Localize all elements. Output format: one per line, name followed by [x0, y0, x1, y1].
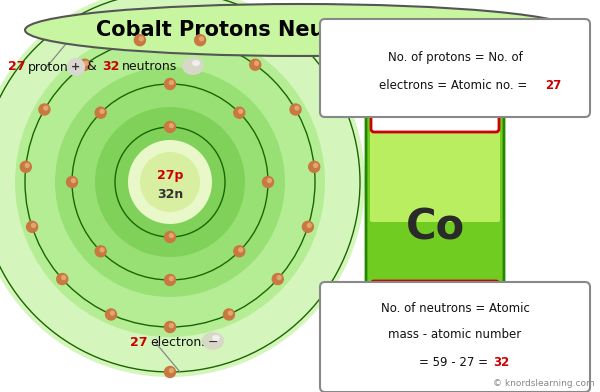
- Ellipse shape: [140, 152, 200, 212]
- Text: 27p: 27p: [157, 169, 183, 181]
- Text: = 59 - 27 =: = 59 - 27 =: [419, 356, 491, 368]
- FancyBboxPatch shape: [320, 19, 590, 117]
- Circle shape: [164, 78, 176, 89]
- Text: electrons = Atomic no. =: electrons = Atomic no. =: [379, 79, 531, 92]
- Ellipse shape: [202, 332, 224, 350]
- Circle shape: [39, 104, 50, 115]
- Text: protons: protons: [28, 60, 75, 74]
- Circle shape: [100, 248, 104, 252]
- Circle shape: [239, 248, 242, 252]
- Circle shape: [20, 162, 31, 172]
- Text: 27: 27: [8, 60, 25, 74]
- Text: 58.933: 58.933: [397, 298, 473, 316]
- Circle shape: [57, 274, 68, 285]
- Circle shape: [84, 62, 88, 65]
- Circle shape: [67, 58, 85, 76]
- Circle shape: [223, 309, 235, 320]
- Circle shape: [295, 106, 299, 110]
- Circle shape: [164, 232, 176, 243]
- Text: Cobalt Protons Neutrons Electrons: Cobalt Protons Neutrons Electrons: [96, 20, 504, 40]
- Circle shape: [164, 367, 176, 377]
- Circle shape: [314, 163, 317, 167]
- Circle shape: [134, 34, 145, 46]
- Text: © knordslearning.com: © knordslearning.com: [493, 379, 595, 388]
- Text: No. of neutrons = Atomic: No. of neutrons = Atomic: [380, 303, 529, 316]
- Ellipse shape: [182, 57, 204, 75]
- Text: −: −: [208, 336, 218, 348]
- Ellipse shape: [192, 60, 200, 66]
- Circle shape: [254, 62, 259, 65]
- Ellipse shape: [212, 335, 220, 341]
- Text: 32n: 32n: [157, 189, 183, 201]
- Circle shape: [307, 223, 311, 227]
- Circle shape: [164, 274, 176, 285]
- Circle shape: [106, 309, 116, 320]
- Circle shape: [95, 246, 106, 257]
- Text: Co: Co: [406, 207, 464, 249]
- Circle shape: [239, 109, 242, 113]
- Circle shape: [268, 179, 271, 183]
- Text: 27: 27: [418, 94, 452, 118]
- Ellipse shape: [15, 27, 325, 337]
- Text: 32: 32: [493, 356, 509, 368]
- Circle shape: [164, 122, 176, 132]
- Circle shape: [169, 369, 173, 372]
- Circle shape: [169, 234, 173, 238]
- Text: 27: 27: [545, 79, 561, 92]
- Circle shape: [272, 274, 283, 285]
- Text: 27: 27: [130, 336, 148, 348]
- Circle shape: [26, 221, 38, 232]
- Text: neutrons: neutrons: [122, 60, 177, 74]
- FancyBboxPatch shape: [320, 282, 590, 392]
- Circle shape: [194, 34, 206, 46]
- Circle shape: [62, 276, 65, 279]
- Circle shape: [263, 176, 274, 187]
- Circle shape: [169, 277, 173, 281]
- Circle shape: [164, 321, 176, 332]
- Circle shape: [229, 311, 232, 315]
- Circle shape: [290, 104, 301, 115]
- Circle shape: [309, 162, 320, 172]
- Ellipse shape: [95, 107, 245, 257]
- Circle shape: [32, 223, 35, 227]
- Circle shape: [110, 311, 115, 315]
- Text: No. of protons = No. of: No. of protons = No. of: [388, 51, 523, 64]
- FancyBboxPatch shape: [366, 73, 504, 341]
- Circle shape: [67, 176, 77, 187]
- Circle shape: [79, 59, 90, 70]
- Circle shape: [169, 324, 173, 328]
- Circle shape: [95, 107, 106, 118]
- Circle shape: [169, 124, 173, 127]
- Circle shape: [234, 246, 245, 257]
- Circle shape: [25, 163, 29, 167]
- Text: +: +: [71, 62, 80, 72]
- FancyBboxPatch shape: [370, 82, 500, 222]
- Circle shape: [250, 59, 261, 70]
- Circle shape: [44, 106, 48, 110]
- Ellipse shape: [25, 4, 575, 56]
- Circle shape: [139, 37, 143, 41]
- Circle shape: [200, 37, 203, 41]
- Text: electrons: electrons: [150, 336, 208, 348]
- Ellipse shape: [55, 67, 285, 297]
- Circle shape: [100, 109, 104, 113]
- FancyBboxPatch shape: [371, 80, 499, 132]
- Circle shape: [234, 107, 245, 118]
- Circle shape: [277, 276, 281, 279]
- Ellipse shape: [0, 0, 365, 377]
- Ellipse shape: [128, 140, 212, 224]
- Circle shape: [169, 81, 173, 85]
- Text: 32: 32: [102, 60, 119, 74]
- Text: mass - atomic number: mass - atomic number: [388, 328, 521, 341]
- FancyBboxPatch shape: [371, 281, 499, 333]
- Text: &: &: [86, 60, 96, 74]
- Circle shape: [71, 179, 76, 183]
- Circle shape: [302, 221, 313, 232]
